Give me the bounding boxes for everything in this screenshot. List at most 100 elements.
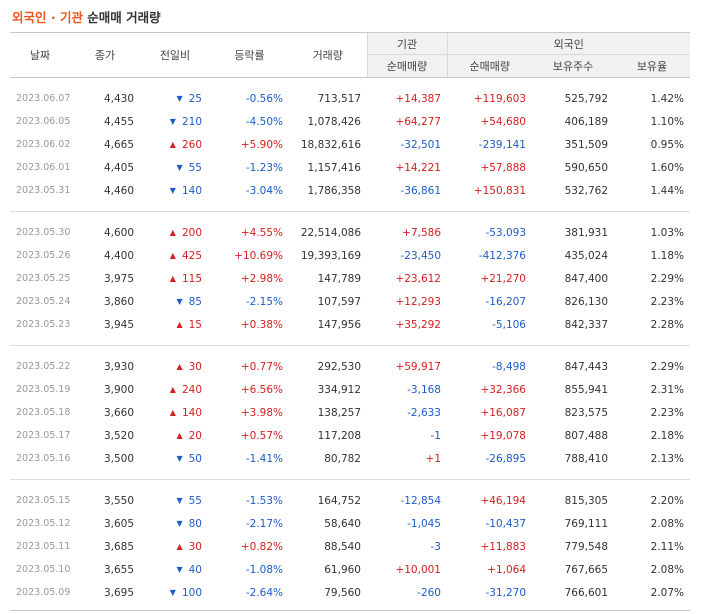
volume-cell: 22,514,086 — [300, 226, 361, 239]
section-title-rest: 순매매 거래량 — [82, 10, 161, 25]
volume-cell: 164,752 — [317, 494, 361, 507]
change-cell: ▼ 50 — [140, 447, 210, 470]
ratio-cell: 2.13% — [650, 452, 685, 465]
inst-net-cell: -23,450 — [400, 249, 441, 262]
triangle-down-icon: ▼ — [169, 587, 176, 597]
ratio-cell: 2.23% — [650, 406, 685, 419]
inst-net-cell: -1 — [430, 429, 441, 442]
ratio-cell: 1.42% — [650, 92, 685, 105]
foreign-net-cell: -239,141 — [478, 138, 526, 151]
foreign-net-cell: +21,270 — [480, 272, 526, 285]
foreign-net-cell: +57,888 — [480, 161, 526, 174]
triangle-down-icon: ▼ — [169, 185, 176, 195]
date-cell: 2023.05.30 — [16, 227, 71, 238]
date-cell: 2023.06.01 — [16, 162, 71, 173]
triangle-up-icon: ▲ — [169, 407, 176, 417]
inst-net-cell: +23,612 — [395, 272, 441, 285]
change-cell: ▼ 140 — [140, 179, 210, 202]
inst-net-cell: -32,501 — [400, 138, 441, 151]
change-cell: ▼ 100 — [140, 581, 210, 604]
close-cell: 4,430 — [103, 92, 134, 105]
triangle-up-icon: ▲ — [176, 541, 183, 551]
close-cell: 4,665 — [103, 138, 134, 151]
ratio-cell: 2.23% — [650, 295, 685, 308]
volume-cell: 88,540 — [324, 540, 361, 553]
table-row: 2023.05.17 3,520 ▲ 20 +0.57% 117,208 -1 +19,078… — [10, 424, 690, 447]
holdings-cell: 381,931 — [564, 226, 608, 239]
inst-net-cell: +7,586 — [402, 226, 441, 239]
foreign-net-cell: -8,498 — [492, 360, 526, 373]
date-cell: 2023.05.26 — [16, 250, 71, 261]
volume-cell: 1,157,416 — [307, 161, 361, 174]
table-row: 2023.06.01 4,405 ▼ 55 -1.23% 1,157,416 +14,221… — [10, 156, 690, 179]
change-cell: ▲ 20 — [140, 424, 210, 447]
foreign-net-cell: +19,078 — [480, 429, 526, 442]
change-value: 20 — [188, 429, 202, 442]
rate-cell: -4.50% — [245, 115, 283, 128]
table-row: 2023.05.11 3,685 ▲ 30 +0.82% 88,540 -3 +11,883 7… — [10, 535, 690, 558]
date-cell: 2023.05.12 — [16, 518, 71, 529]
rate-cell: +6.56% — [240, 383, 283, 396]
triangle-down-icon: ▼ — [176, 296, 183, 306]
inst-net-cell: -3 — [430, 540, 441, 553]
ratio-cell: 2.28% — [650, 318, 685, 331]
foreign-net-cell: +119,603 — [473, 92, 526, 105]
col-group-foreign: 외국인 — [446, 32, 691, 55]
change-value: 55 — [188, 494, 202, 507]
col-header-date: 날짜 — [10, 32, 70, 78]
triangle-up-icon: ▲ — [176, 361, 183, 371]
rate-cell: +0.38% — [240, 318, 283, 331]
ratio-cell: 1.10% — [650, 115, 685, 128]
holdings-cell: 847,443 — [564, 360, 608, 373]
rate-cell: +0.82% — [240, 540, 283, 553]
rate-cell: +5.90% — [240, 138, 283, 151]
close-cell: 4,460 — [103, 184, 134, 197]
rate-cell: -2.17% — [245, 517, 283, 530]
triangle-up-icon: ▲ — [169, 273, 176, 283]
rate-cell: +2.98% — [240, 272, 283, 285]
volume-cell: 61,960 — [324, 563, 361, 576]
change-cell: ▼ 80 — [140, 512, 210, 535]
close-cell: 4,405 — [103, 161, 134, 174]
volume-cell: 79,560 — [324, 586, 361, 599]
col-header-holdings: 보유주수 — [532, 54, 614, 78]
ratio-cell: 1.18% — [650, 249, 685, 262]
holdings-cell: 351,509 — [564, 138, 608, 151]
table-row: 2023.05.26 4,400 ▲ 425 +10.69% 19,393,169 -23,… — [10, 244, 690, 267]
holdings-cell: 788,410 — [564, 452, 608, 465]
ratio-cell: 2.29% — [650, 360, 685, 373]
rate-cell: -1.23% — [245, 161, 283, 174]
date-cell: 2023.05.11 — [16, 541, 71, 552]
holdings-cell: 525,792 — [564, 92, 608, 105]
close-cell: 3,685 — [103, 540, 134, 553]
rate-cell: +3.98% — [240, 406, 283, 419]
triangle-up-icon: ▲ — [176, 319, 183, 329]
ratio-cell: 2.20% — [650, 494, 685, 507]
date-cell: 2023.05.15 — [16, 495, 71, 506]
table-body: 2023.06.07 4,430 ▼ 25 -0.56% 713,517 +14,387 +1… — [10, 78, 691, 611]
change-value: 80 — [188, 517, 202, 530]
foreign-net-cell: -26,895 — [485, 452, 526, 465]
date-cell: 2023.06.07 — [16, 93, 71, 104]
triangle-down-icon: ▼ — [169, 116, 176, 126]
volume-cell: 107,597 — [317, 295, 361, 308]
date-cell: 2023.05.10 — [16, 564, 71, 575]
change-cell: ▼ 55 — [140, 489, 210, 512]
close-cell: 3,655 — [103, 563, 134, 576]
holdings-cell: 590,650 — [564, 161, 608, 174]
foreign-net-cell: +46,194 — [480, 494, 526, 507]
rate-cell: -1.53% — [245, 494, 283, 507]
ratio-cell: 2.18% — [650, 429, 685, 442]
date-cell: 2023.06.05 — [16, 116, 71, 127]
table-row: 2023.05.15 3,550 ▼ 55 -1.53% 164,752 -12,854 +4… — [10, 489, 690, 512]
change-value: 100 — [181, 586, 202, 599]
change-value: 30 — [188, 540, 202, 553]
rate-cell: -3.04% — [245, 184, 283, 197]
ratio-cell: 2.07% — [650, 586, 685, 599]
foreign-net-cell: +54,680 — [480, 115, 526, 128]
volume-cell: 58,640 — [324, 517, 361, 530]
volume-cell: 19,393,169 — [300, 249, 361, 262]
change-value: 40 — [188, 563, 202, 576]
ratio-cell: 1.44% — [650, 184, 685, 197]
col-header-close: 종가 — [70, 32, 140, 78]
